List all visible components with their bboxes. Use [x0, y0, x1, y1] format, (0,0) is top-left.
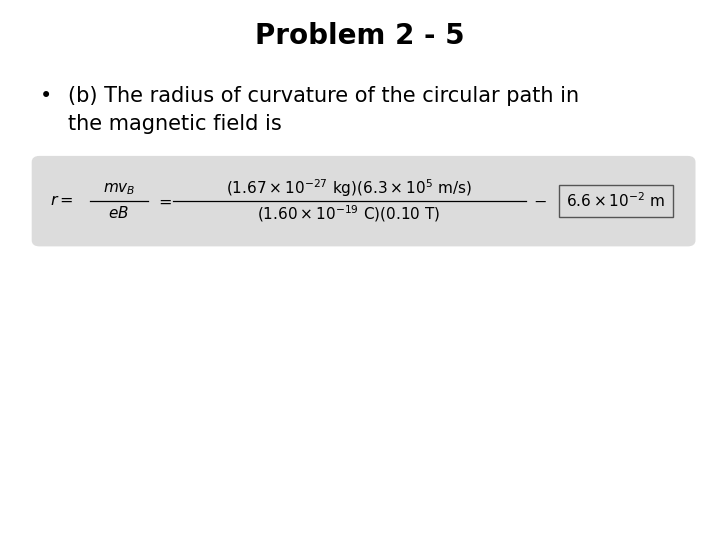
Text: $mv_B$: $mv_B$	[102, 181, 135, 197]
Text: $(1.67 \times 10^{-27}\ \mathrm{kg})(6.3 \times 10^{5}\ \mathrm{m/s})$: $(1.67 \times 10^{-27}\ \mathrm{kg})(6.3…	[226, 178, 472, 199]
Text: Problem 2 - 5: Problem 2 - 5	[255, 22, 465, 50]
Text: $(1.60 \times 10^{-19}\ \mathrm{C})(0.10\ \mathrm{T})$: $(1.60 \times 10^{-19}\ \mathrm{C})(0.10…	[258, 203, 441, 224]
FancyBboxPatch shape	[32, 157, 695, 246]
Text: $6.6 \times 10^{-2}\ \mathrm{m}$: $6.6 \times 10^{-2}\ \mathrm{m}$	[567, 192, 665, 210]
Text: $-$: $-$	[533, 193, 546, 208]
Text: $r = $: $r = $	[50, 193, 74, 208]
Text: $=$: $=$	[155, 193, 171, 208]
Text: •: •	[40, 86, 52, 106]
Text: $eB$: $eB$	[108, 205, 130, 221]
FancyBboxPatch shape	[559, 185, 673, 217]
Text: (b) The radius of curvature of the circular path in
the magnetic field is: (b) The radius of curvature of the circu…	[68, 86, 580, 134]
